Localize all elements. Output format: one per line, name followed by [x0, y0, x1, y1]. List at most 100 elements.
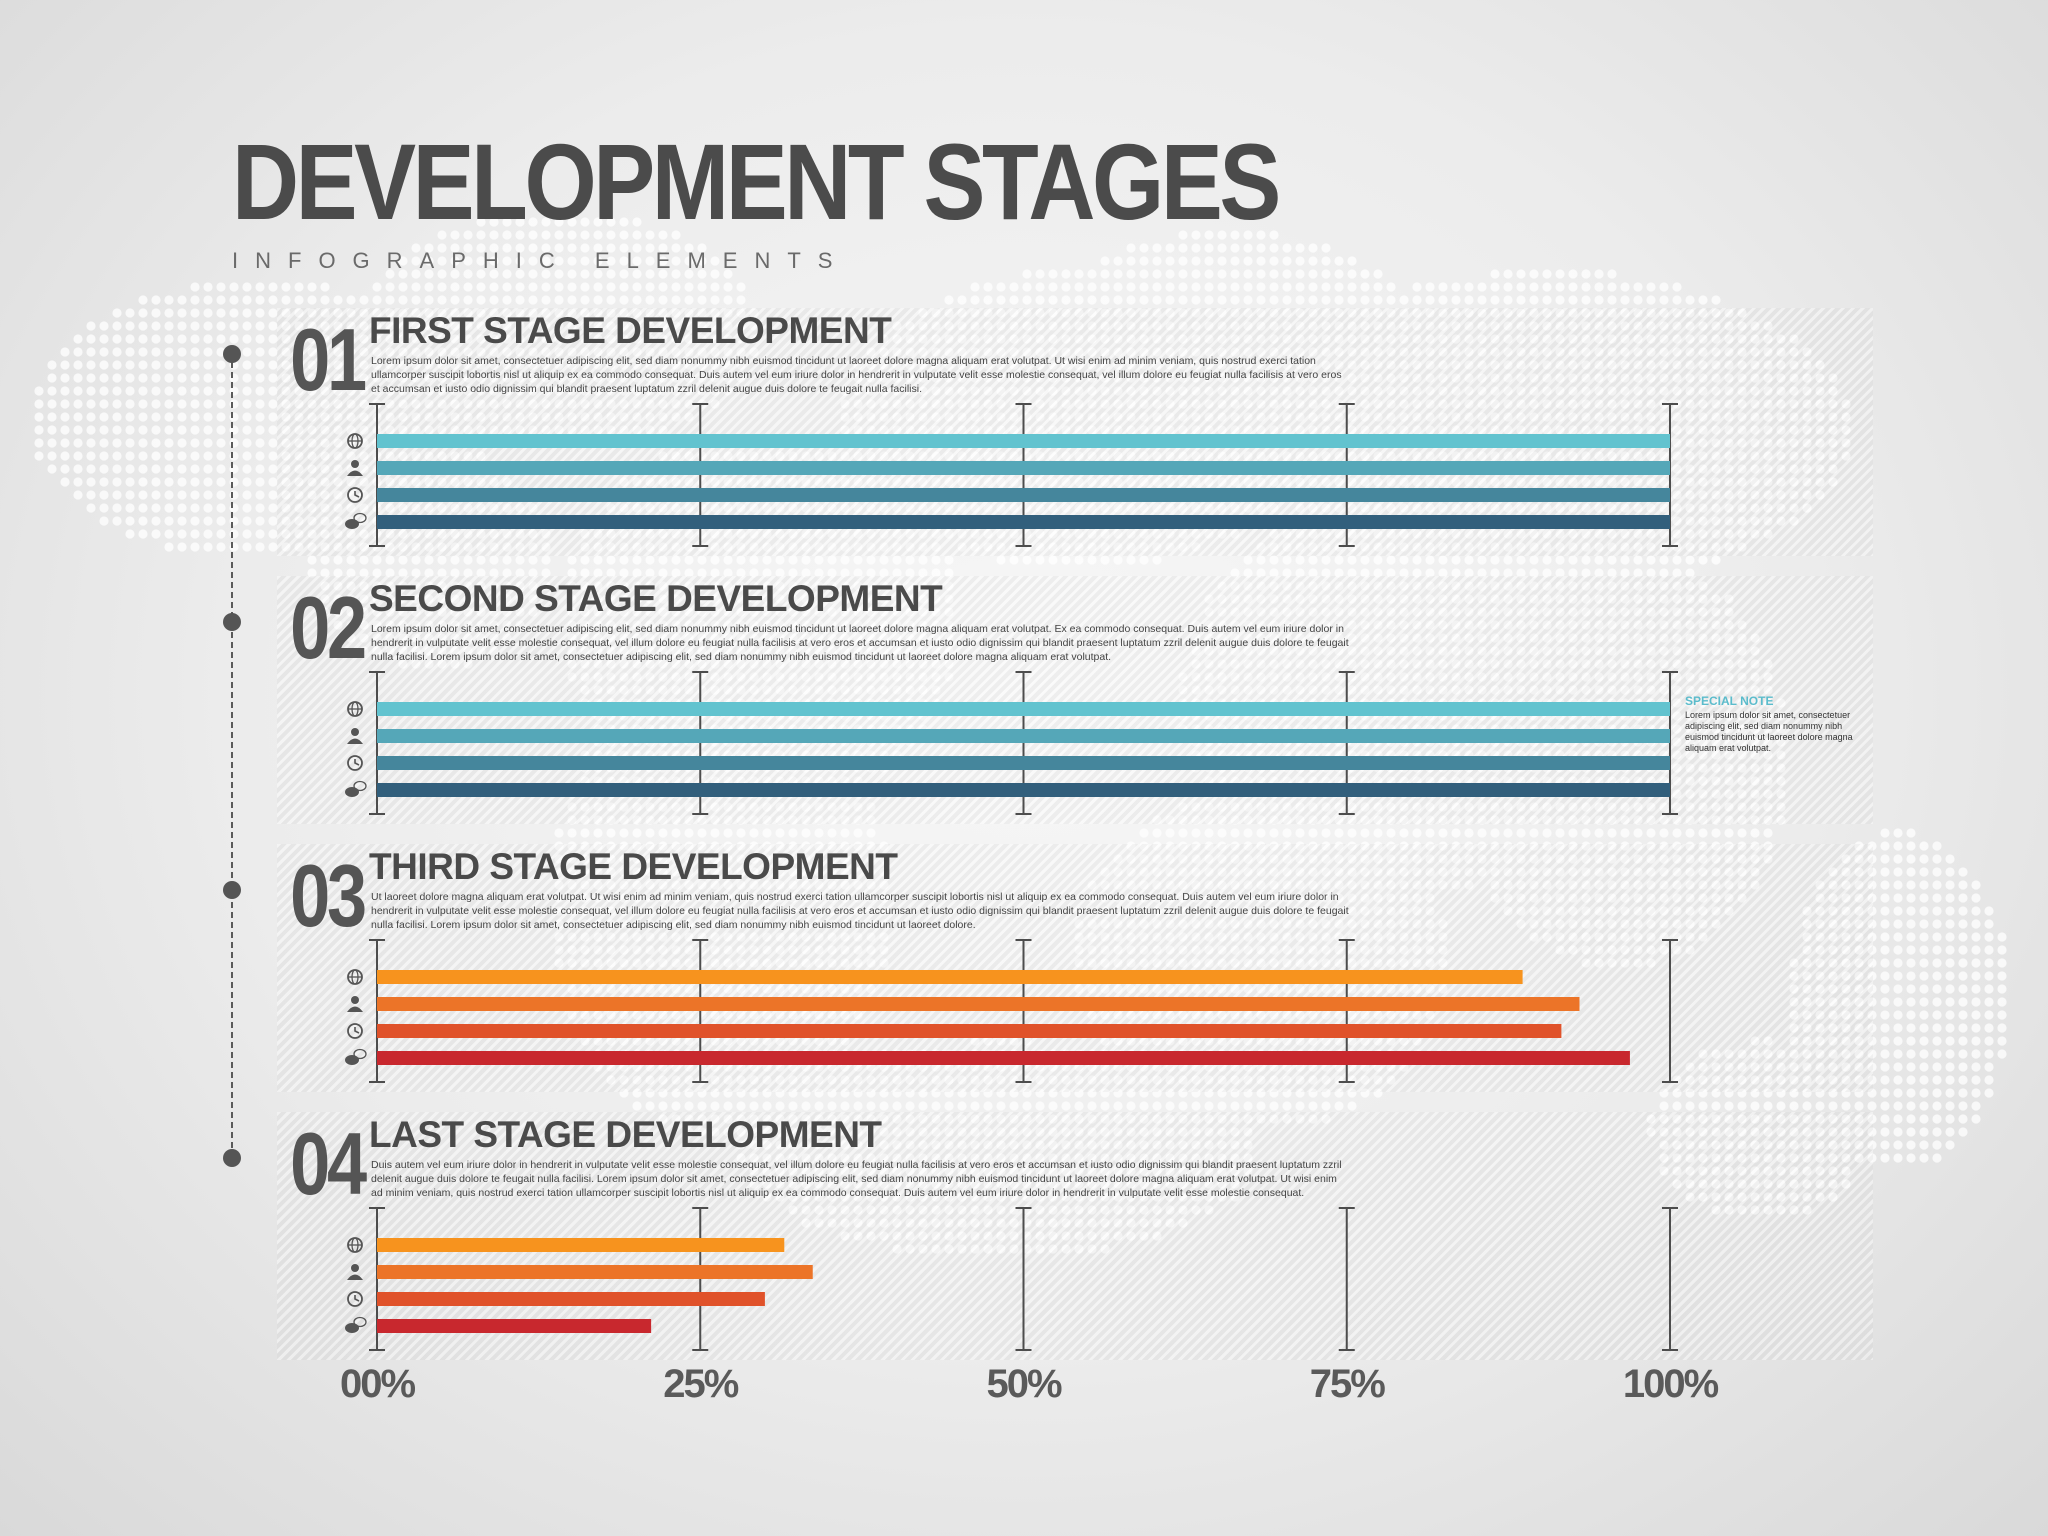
map-dot: [1581, 360, 1591, 370]
map-dot: [1412, 308, 1422, 318]
map-dot: [1061, 321, 1071, 331]
map-dot: [567, 217, 577, 227]
map-dot: [892, 373, 902, 383]
map-dot: [138, 295, 148, 305]
map-dot: [1373, 321, 1383, 331]
map-dot: [554, 243, 564, 253]
map-dot: [463, 321, 473, 331]
map-dot: [307, 295, 317, 305]
map-dot: [1477, 334, 1487, 344]
map-dot: [723, 321, 733, 331]
map-dot: [164, 451, 174, 461]
map-dot: [1321, 282, 1331, 292]
map-dot: [1191, 347, 1201, 357]
map-dot: [905, 347, 915, 357]
map-dot: [450, 269, 460, 279]
map-dot: [1633, 282, 1643, 292]
map-dot: [73, 464, 83, 474]
map-dot: [99, 373, 109, 383]
map-dot: [463, 373, 473, 383]
map-dot: [528, 217, 538, 227]
map-dot: [1022, 269, 1032, 279]
map-dot: [1477, 360, 1487, 370]
map-dot: [710, 347, 720, 357]
map-dot: [567, 243, 577, 253]
map-dot: [1048, 555, 1058, 565]
map-dot: [1217, 828, 1227, 838]
map-dot: [593, 230, 603, 240]
map-dot: [307, 308, 317, 318]
map-dot: [281, 360, 291, 370]
map-dot: [450, 334, 460, 344]
map-dot: [151, 295, 161, 305]
map-dot: [164, 347, 174, 357]
map-dot: [931, 555, 941, 565]
map-dot: [177, 295, 187, 305]
map-dot: [86, 477, 96, 487]
map-dot: [1451, 334, 1461, 344]
map-dot: [1360, 373, 1370, 383]
map-dot: [437, 295, 447, 305]
map-dot: [1230, 334, 1240, 344]
map-dot: [1906, 867, 1916, 877]
map-dot: [1399, 321, 1409, 331]
map-dot: [359, 295, 369, 305]
map-dot: [164, 308, 174, 318]
map-dot: [541, 217, 551, 227]
map-dot: [528, 295, 538, 305]
map-dot: [73, 360, 83, 370]
map-dot: [489, 347, 499, 357]
map-dot: [47, 373, 57, 383]
map-dot: [567, 360, 577, 370]
map-dot: [918, 308, 928, 318]
map-dot: [1165, 243, 1175, 253]
map-dot: [372, 334, 382, 344]
map-dot: [1243, 269, 1253, 279]
map-dot: [619, 828, 629, 838]
map-dot: [1035, 282, 1045, 292]
map-dot: [190, 347, 200, 357]
map-dot: [1607, 334, 1617, 344]
map-dot: [1204, 373, 1214, 383]
map-dot: [1217, 308, 1227, 318]
map-dot: [528, 555, 538, 565]
map-dot: [151, 425, 161, 435]
map-dot: [281, 295, 291, 305]
map-dot: [1347, 321, 1357, 331]
map-dot: [1204, 347, 1214, 357]
map-dot: [1191, 256, 1201, 266]
map-dot: [1490, 828, 1500, 838]
map-dot: [424, 334, 434, 344]
map-dot: [853, 373, 863, 383]
map-dot: [541, 334, 551, 344]
map-dot: [450, 360, 460, 370]
map-dot: [268, 282, 278, 292]
map-dot: [1165, 282, 1175, 292]
map-dot: [593, 373, 603, 383]
map-dot: [1412, 295, 1422, 305]
map-dot: [749, 334, 759, 344]
map-dot: [1529, 555, 1539, 565]
map-dot: [1152, 282, 1162, 292]
map-dot: [1477, 828, 1487, 838]
map-dot: [879, 347, 889, 357]
map-dot: [1711, 308, 1721, 318]
map-dot: [1542, 360, 1552, 370]
map-dot: [1217, 256, 1227, 266]
map-dot: [1087, 282, 1097, 292]
map-dot: [1139, 555, 1149, 565]
map-dot: [1282, 347, 1292, 357]
map-dot: [1477, 555, 1487, 565]
map-dot: [1568, 308, 1578, 318]
map-dot: [125, 438, 135, 448]
map-dot: [385, 282, 395, 292]
map-dot: [1165, 321, 1175, 331]
map-dot: [177, 477, 187, 487]
map-dot: [1451, 308, 1461, 318]
map-dot: [1386, 347, 1396, 357]
map-dot: [710, 269, 720, 279]
map-dot: [1763, 334, 1773, 344]
map-dot: [957, 308, 967, 318]
map-dot: [515, 230, 525, 240]
map-dot: [1490, 334, 1500, 344]
